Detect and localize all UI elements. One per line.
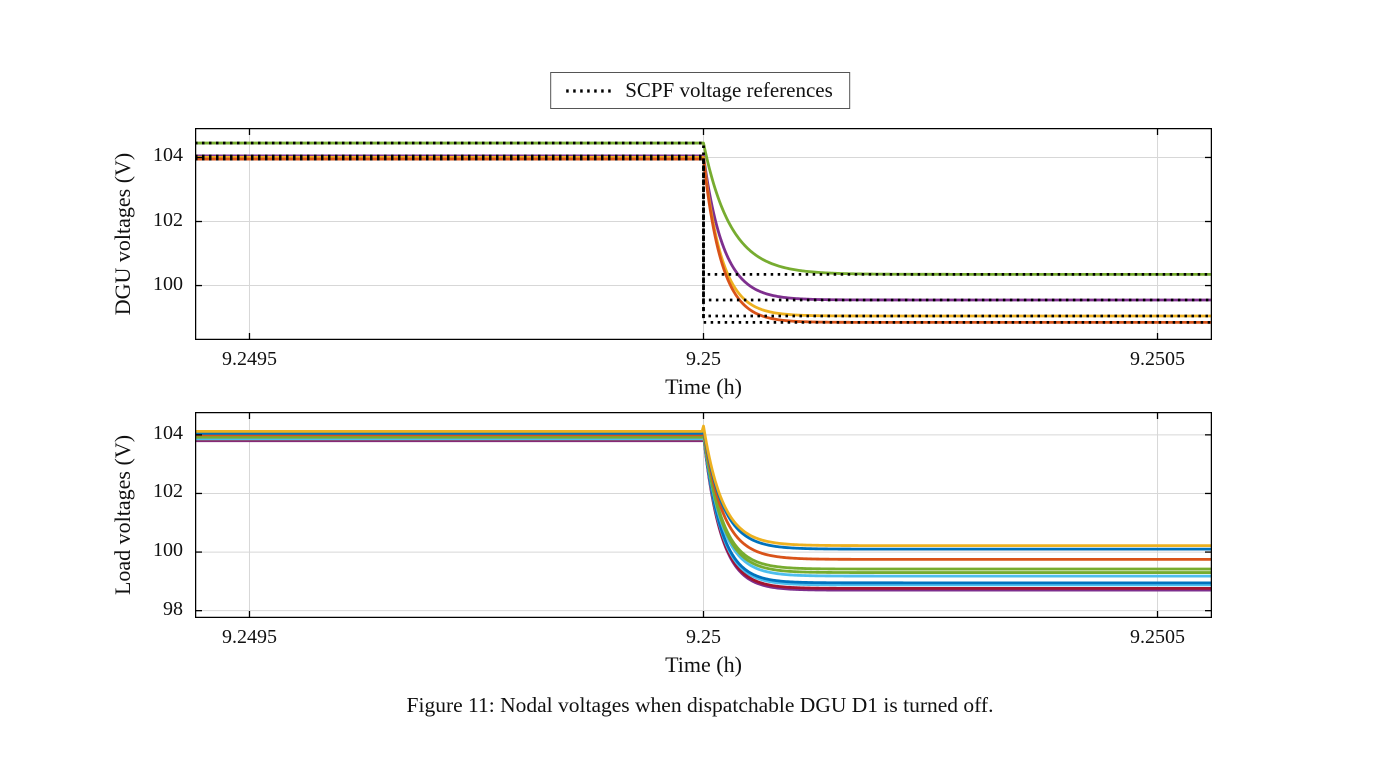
x-tick-label: 9.25 (686, 348, 721, 370)
dgu-voltages-x-axis-label: Time (h) (665, 374, 742, 399)
dgu-voltages-plot (195, 128, 1212, 340)
x-tick-label: 9.2495 (221, 626, 277, 648)
y-tick-label: 98 (163, 597, 183, 620)
y-tick-label: 104 (153, 421, 183, 444)
load-voltages-y-axis-label: Load voltages (V) (110, 434, 135, 596)
legend: SCPF voltage references (550, 72, 850, 109)
load-voltages-plot (195, 412, 1212, 618)
x-tick-label: 9.2505 (1130, 348, 1186, 370)
legend-label: SCPF voltage references (625, 78, 833, 102)
y-tick-label: 104 (153, 144, 183, 167)
y-tick-label: 102 (153, 208, 183, 231)
dotted-line-legend-icon (566, 88, 613, 93)
x-tick-label: 9.25 (686, 626, 721, 648)
load-voltages-x-axis-label: Time (h) (665, 652, 742, 677)
y-tick-label: 100 (153, 272, 183, 295)
x-tick-label: 9.2495 (221, 348, 277, 370)
x-tick-label: 9.2505 (1130, 626, 1186, 648)
y-tick-label: 100 (153, 539, 183, 562)
figure-caption: Figure 11: Nodal voltages when dispatcha… (406, 693, 994, 717)
y-tick-label: 102 (153, 480, 183, 503)
